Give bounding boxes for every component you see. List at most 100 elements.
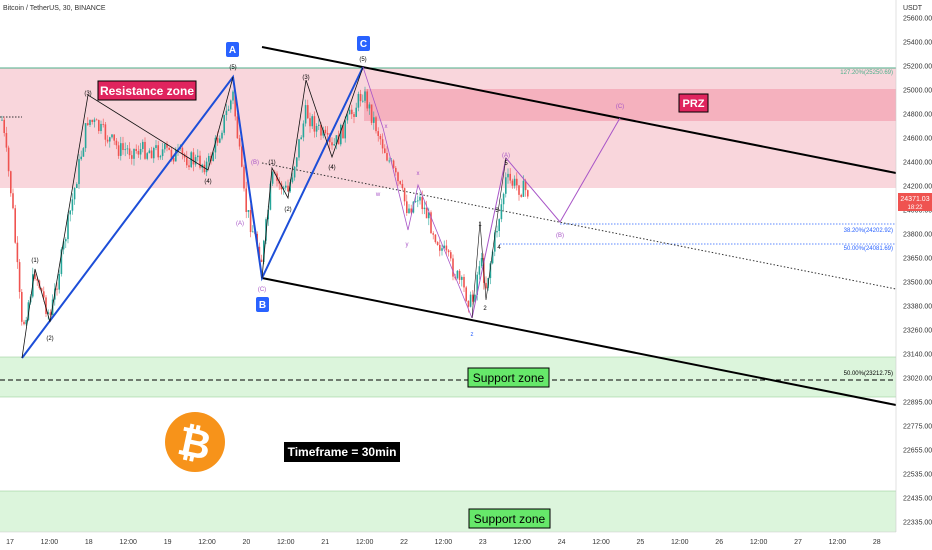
point-b-marker: B xyxy=(256,297,269,312)
candle-body xyxy=(491,251,494,264)
candle-body xyxy=(199,155,201,168)
candle-body xyxy=(1,119,3,121)
svg-text:C: C xyxy=(360,39,367,50)
candle-body xyxy=(342,124,344,139)
candle-body xyxy=(472,294,474,302)
candle-body xyxy=(311,116,313,127)
candle-body xyxy=(293,166,296,178)
candle-body xyxy=(368,104,371,109)
wave-label-w: w xyxy=(375,192,381,198)
candle-body xyxy=(379,135,382,140)
time-tick-label: 12:00 xyxy=(671,539,689,546)
candle-body xyxy=(298,139,300,158)
price-tick-label: 22655.00 xyxy=(903,448,932,455)
svg-text:Timeframe = 30min: Timeframe = 30min xyxy=(288,445,397,459)
channel-upper-line xyxy=(261,46,897,174)
candle-body xyxy=(172,157,175,162)
price-tick-label: 23140.00 xyxy=(903,352,932,359)
subwave-line-1 xyxy=(21,76,234,359)
abc-impulse-line xyxy=(21,66,364,359)
candle-body xyxy=(401,183,404,189)
candle-body xyxy=(315,125,318,132)
currency-label: USDT xyxy=(903,5,923,12)
wave-label-2b: (2) xyxy=(284,207,291,213)
candle-body xyxy=(234,91,236,117)
time-tick-label: 21 xyxy=(321,539,329,546)
candle-body xyxy=(47,312,49,314)
candle-body xyxy=(16,242,19,263)
candle-body xyxy=(373,117,375,123)
wave-label-3a: (3) xyxy=(84,91,91,97)
candle-body xyxy=(221,132,223,139)
candle-body xyxy=(12,193,14,209)
time-tick-label: 23 xyxy=(479,539,487,546)
time-tick-label: 12:00 xyxy=(513,539,531,546)
wave-label-c-sub: (C) xyxy=(258,287,266,293)
price-tick-label: 24600.00 xyxy=(903,136,932,143)
candle-body xyxy=(124,149,126,151)
candle-body xyxy=(507,173,509,178)
candle-body xyxy=(359,93,362,102)
wave-label-x2: x xyxy=(417,171,420,177)
candle-body xyxy=(513,178,516,186)
candle-body xyxy=(142,141,144,149)
candle-body xyxy=(139,148,142,155)
candle-body xyxy=(14,208,16,243)
candle-body xyxy=(159,156,162,158)
candle-body xyxy=(238,138,241,147)
candle-body xyxy=(524,180,527,191)
candle-body xyxy=(49,312,52,316)
channel-lower-line xyxy=(261,277,897,406)
candle-body xyxy=(36,278,38,281)
candle-body xyxy=(333,144,335,146)
candle-body xyxy=(465,287,467,301)
candle-body xyxy=(355,107,357,117)
wave-label-1b: (1) xyxy=(268,160,275,166)
candle-body xyxy=(403,188,406,202)
candle-body xyxy=(73,187,76,200)
price-tick-label: 25600.00 xyxy=(903,16,932,23)
time-axis[interactable] xyxy=(0,532,896,550)
time-tick-label: 12:00 xyxy=(198,539,216,546)
wave-label-2a: (2) xyxy=(46,336,53,342)
candle-body xyxy=(170,149,173,158)
candle-body xyxy=(245,188,247,212)
candle-body xyxy=(478,266,481,275)
wave-label-x1: x xyxy=(385,124,388,130)
candle-body xyxy=(166,144,168,148)
candle-body xyxy=(5,132,8,148)
wave-label-5a: (5) xyxy=(229,65,236,71)
candle-body xyxy=(452,258,454,277)
candle-body xyxy=(516,178,518,186)
candle-body xyxy=(322,129,324,136)
subwave-label-1: 1 xyxy=(478,222,482,228)
candle-body xyxy=(480,257,483,267)
candle-body xyxy=(337,135,340,145)
candle-body xyxy=(225,110,228,116)
candle-body xyxy=(267,209,269,220)
candle-body xyxy=(309,118,311,127)
price-tick-label: 22335.00 xyxy=(903,520,932,527)
candle-body xyxy=(45,297,47,314)
last-price-badge: 24371.03 18:22 xyxy=(898,193,932,211)
wave-label-z: z xyxy=(471,332,474,338)
time-tick-label: 22 xyxy=(400,539,408,546)
candle-body xyxy=(34,274,36,279)
candle-body xyxy=(489,263,492,279)
candle-body xyxy=(148,150,151,154)
candle-body xyxy=(135,148,137,151)
candle-body xyxy=(344,120,346,139)
candle-body xyxy=(520,194,522,197)
candle-body xyxy=(395,167,397,173)
resistance-zone-label: Resistance zone xyxy=(97,80,197,101)
candle-body xyxy=(443,245,445,249)
price-axis[interactable] xyxy=(896,0,932,550)
candle-body xyxy=(27,302,30,321)
candle-body xyxy=(40,288,43,292)
candle-body xyxy=(21,291,23,322)
candle-body xyxy=(43,291,45,298)
candle-body xyxy=(111,134,113,138)
candle-body xyxy=(370,104,373,123)
candle-body xyxy=(236,116,239,139)
